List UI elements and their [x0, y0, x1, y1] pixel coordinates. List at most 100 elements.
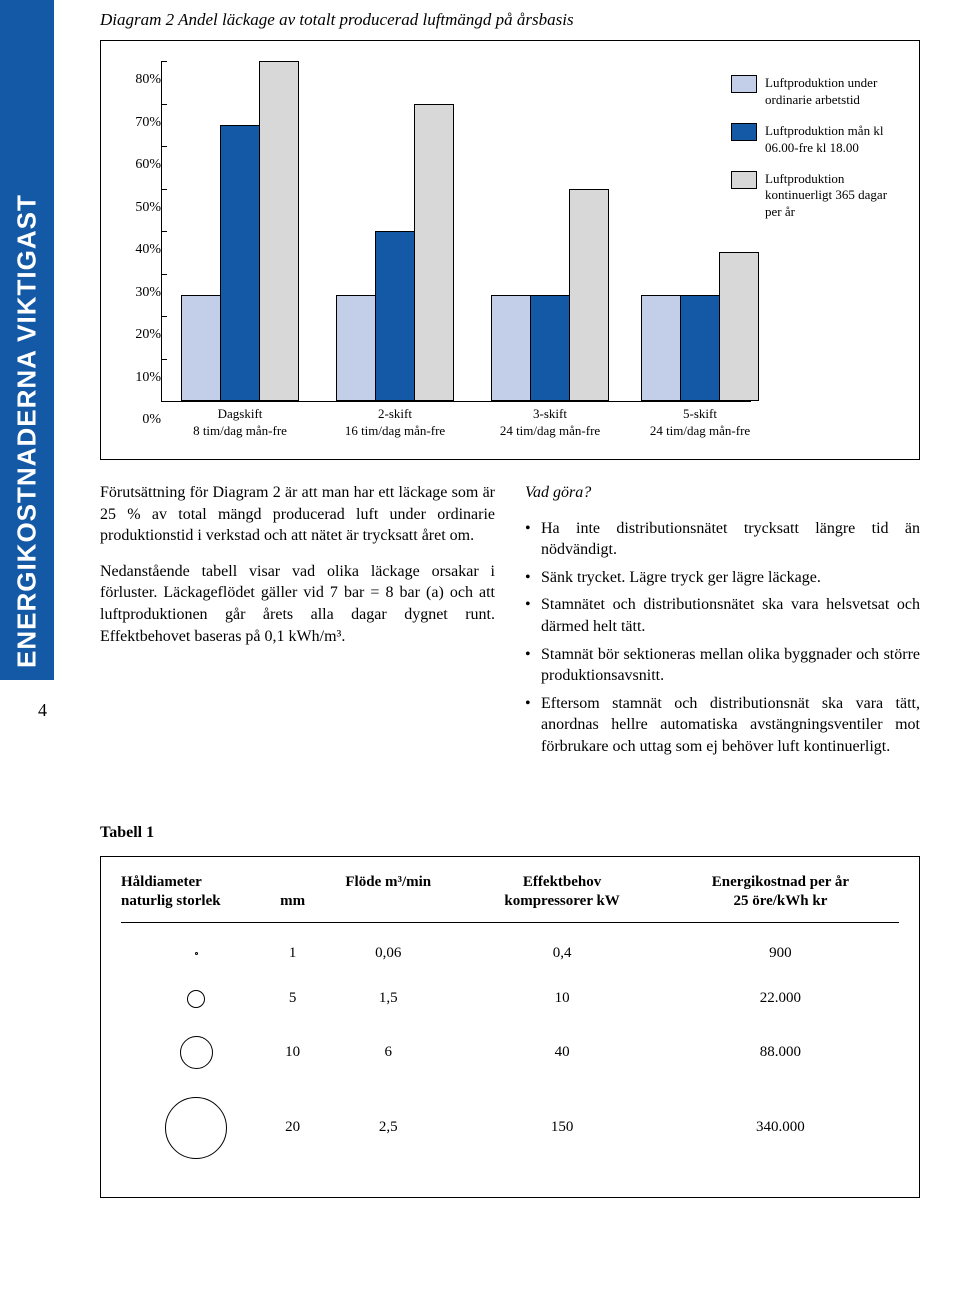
body-left-p2: Nedanstående tabell visar vad olika läck… [100, 561, 495, 647]
diagram-title: Diagram 2 Andel läckage av totalt produc… [100, 10, 940, 30]
th-col1-l1: Håldiameter [121, 874, 202, 890]
y-tick-mark [161, 189, 167, 190]
chart-bar [491, 295, 531, 401]
body-bullet-list: Ha inte distributionsnätet trycksatt län… [525, 518, 920, 758]
table-row: 1064088.000 [121, 1022, 899, 1083]
th-col5-l2: 25 öre/kWh kr [733, 893, 827, 909]
cell-flow: 1,5 [314, 976, 462, 1022]
chart-bar [336, 295, 376, 401]
chart-y-axis: 80%70%60%50%40%30%20%10%0% [119, 61, 161, 401]
table-row: 10,060,4900 [121, 931, 899, 976]
table-title: Tabell 1 [100, 824, 940, 842]
y-tick-mark [161, 401, 167, 402]
cell-mm: 5 [271, 976, 314, 1022]
th-col4-l2: kompressorer kW [504, 893, 619, 909]
th-col1-l2: naturlig storlek [121, 893, 221, 909]
hole-icon [195, 952, 198, 955]
legend-text: Luftproduktion mån kl 06.00-fre kl 18.00 [765, 123, 891, 157]
cell-cost: 340.000 [662, 1083, 899, 1173]
legend-text: Luftproduktion under ordinarie arbetstid [765, 75, 891, 109]
chart-bar [719, 252, 759, 401]
bullet-item: Sänk trycket. Lägre tryck ger lägre läck… [525, 567, 920, 589]
legend-item: Luftproduktion kontinuerligt 365 dagar p… [731, 171, 891, 222]
chart-bar [375, 231, 415, 401]
legend-item: Luftproduktion mån kl 06.00-fre kl 18.00 [731, 123, 891, 157]
table-container: Håldiameter naturlig storlek mm Flöde m³… [100, 856, 920, 1198]
cell-power: 10 [462, 976, 661, 1022]
y-tick-mark [161, 359, 167, 360]
bullet-item: Eftersom stamnät och distributionsnät sk… [525, 693, 920, 758]
cell-flow: 2,5 [314, 1083, 462, 1173]
bullet-item: Stamnätet och distributionsnätet ska var… [525, 594, 920, 637]
cell-mm: 1 [271, 931, 314, 976]
legend-text: Luftproduktion kontinuerligt 365 dagar p… [765, 171, 891, 222]
bar-group [491, 189, 608, 402]
y-tick-label: 30% [119, 285, 161, 301]
th-col2: mm [280, 893, 305, 909]
y-tick-mark [161, 231, 167, 232]
chart-bar [414, 104, 454, 402]
hole-icon [165, 1097, 227, 1159]
y-tick-mark [161, 61, 167, 62]
axis-line-x [161, 401, 751, 402]
body-right-column: Vad göra? Ha inte distributionsnätet try… [525, 482, 920, 764]
y-tick-mark [161, 104, 167, 105]
chart-bar [259, 61, 299, 401]
hole-icon [187, 990, 205, 1008]
chart-bar [530, 295, 570, 401]
cell-power: 150 [462, 1083, 661, 1173]
hole-icon [180, 1036, 213, 1069]
page-number: 4 [38, 700, 47, 721]
y-tick-mark [161, 274, 167, 275]
bar-group [181, 61, 298, 401]
chart-bar [220, 125, 260, 401]
sidebar-label: ENERGIKOSTNADERNA VIKTIGAST [12, 194, 43, 668]
sidebar-tab: ENERGIKOSTNADERNA VIKTIGAST [0, 0, 54, 680]
y-tick-label: 80% [119, 72, 161, 88]
x-axis-label: 3-skift24 tim/dag mån-fre [475, 406, 625, 440]
table-row: 51,51022.000 [121, 976, 899, 1022]
cell-hole [121, 1022, 271, 1083]
legend-swatch [731, 123, 757, 141]
legend-swatch [731, 75, 757, 93]
body-left-column: Förutsättning för Diagram 2 är att man h… [100, 482, 495, 764]
cell-hole [121, 976, 271, 1022]
y-tick-label: 0% [119, 412, 161, 428]
cell-cost: 22.000 [662, 976, 899, 1022]
bullet-item: Stamnät bör sektioneras mellan olika byg… [525, 644, 920, 687]
cell-cost: 88.000 [662, 1022, 899, 1083]
x-axis-label: Dagskift8 tim/dag mån-fre [165, 406, 315, 440]
body-left-p1: Förutsättning för Diagram 2 är att man h… [100, 482, 495, 547]
legend-swatch [731, 171, 757, 189]
cell-mm: 10 [271, 1022, 314, 1083]
body-right-heading: Vad göra? [525, 484, 591, 501]
y-tick-mark [161, 316, 167, 317]
y-tick-label: 10% [119, 370, 161, 386]
table-row: 202,5150340.000 [121, 1083, 899, 1173]
x-axis-label: 2-skift16 tim/dag mån-fre [320, 406, 470, 440]
chart-legend: Luftproduktion under ordinarie arbetstid… [731, 75, 891, 235]
th-col5-l1: Energikostnad per år [712, 874, 849, 890]
bar-group [641, 252, 758, 401]
page-content: Diagram 2 Andel läckage av totalt produc… [100, 0, 940, 1198]
bullet-item: Ha inte distributionsnätet trycksatt län… [525, 518, 920, 561]
chart-container: 80%70%60%50%40%30%20%10%0% Dagskift8 tim… [100, 40, 920, 460]
cell-hole [121, 931, 271, 976]
chart-bar [641, 295, 681, 401]
x-axis-label: 5-skift24 tim/dag mån-fre [625, 406, 775, 440]
chart-bar [569, 189, 609, 402]
y-tick-label: 50% [119, 200, 161, 216]
data-table: Håldiameter naturlig storlek mm Flöde m³… [121, 873, 899, 1173]
table-body: 10,060,490051,51022.0001064088.000202,51… [121, 931, 899, 1173]
cell-power: 0,4 [462, 931, 661, 976]
cell-flow: 0,06 [314, 931, 462, 976]
cell-cost: 900 [662, 931, 899, 976]
y-tick-label: 20% [119, 327, 161, 343]
legend-item: Luftproduktion under ordinarie arbetstid [731, 75, 891, 109]
cell-flow: 6 [314, 1022, 462, 1083]
cell-power: 40 [462, 1022, 661, 1083]
th-col3: Flöde m³/min [345, 874, 431, 890]
y-tick-label: 40% [119, 242, 161, 258]
body-columns: Förutsättning för Diagram 2 är att man h… [100, 482, 920, 764]
bar-group [336, 104, 453, 402]
